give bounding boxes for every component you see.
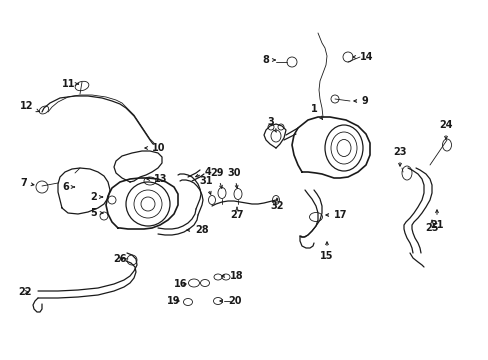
- Text: 27: 27: [230, 207, 243, 220]
- Text: 32: 32: [270, 198, 283, 211]
- Text: 14: 14: [352, 52, 373, 62]
- Text: 7: 7: [20, 178, 34, 188]
- Text: 16: 16: [174, 279, 187, 289]
- Text: 24: 24: [438, 120, 452, 139]
- Text: 19: 19: [167, 296, 180, 306]
- Text: 23: 23: [392, 147, 406, 166]
- Text: 29: 29: [210, 168, 224, 188]
- Text: 11: 11: [62, 79, 78, 89]
- Text: 18: 18: [222, 271, 243, 281]
- Text: 30: 30: [227, 168, 240, 188]
- Text: 15: 15: [320, 242, 333, 261]
- Text: 9: 9: [353, 96, 368, 106]
- Text: 22: 22: [18, 287, 31, 297]
- Text: 12: 12: [20, 101, 39, 112]
- Text: 26: 26: [113, 254, 126, 264]
- Text: 21: 21: [429, 210, 443, 230]
- Text: 31: 31: [199, 176, 212, 194]
- Text: 2: 2: [90, 192, 102, 202]
- Text: 28: 28: [186, 225, 208, 235]
- Text: 13: 13: [146, 174, 167, 184]
- Text: 8: 8: [262, 55, 275, 65]
- Text: 1: 1: [310, 104, 322, 119]
- Text: 20: 20: [220, 296, 241, 306]
- Text: 6: 6: [62, 182, 74, 192]
- Text: 25: 25: [425, 220, 438, 233]
- Text: 4: 4: [195, 167, 211, 177]
- Text: 17: 17: [325, 210, 347, 220]
- Text: 10: 10: [144, 143, 165, 153]
- Text: 3: 3: [266, 117, 276, 132]
- Text: 5: 5: [90, 208, 103, 218]
